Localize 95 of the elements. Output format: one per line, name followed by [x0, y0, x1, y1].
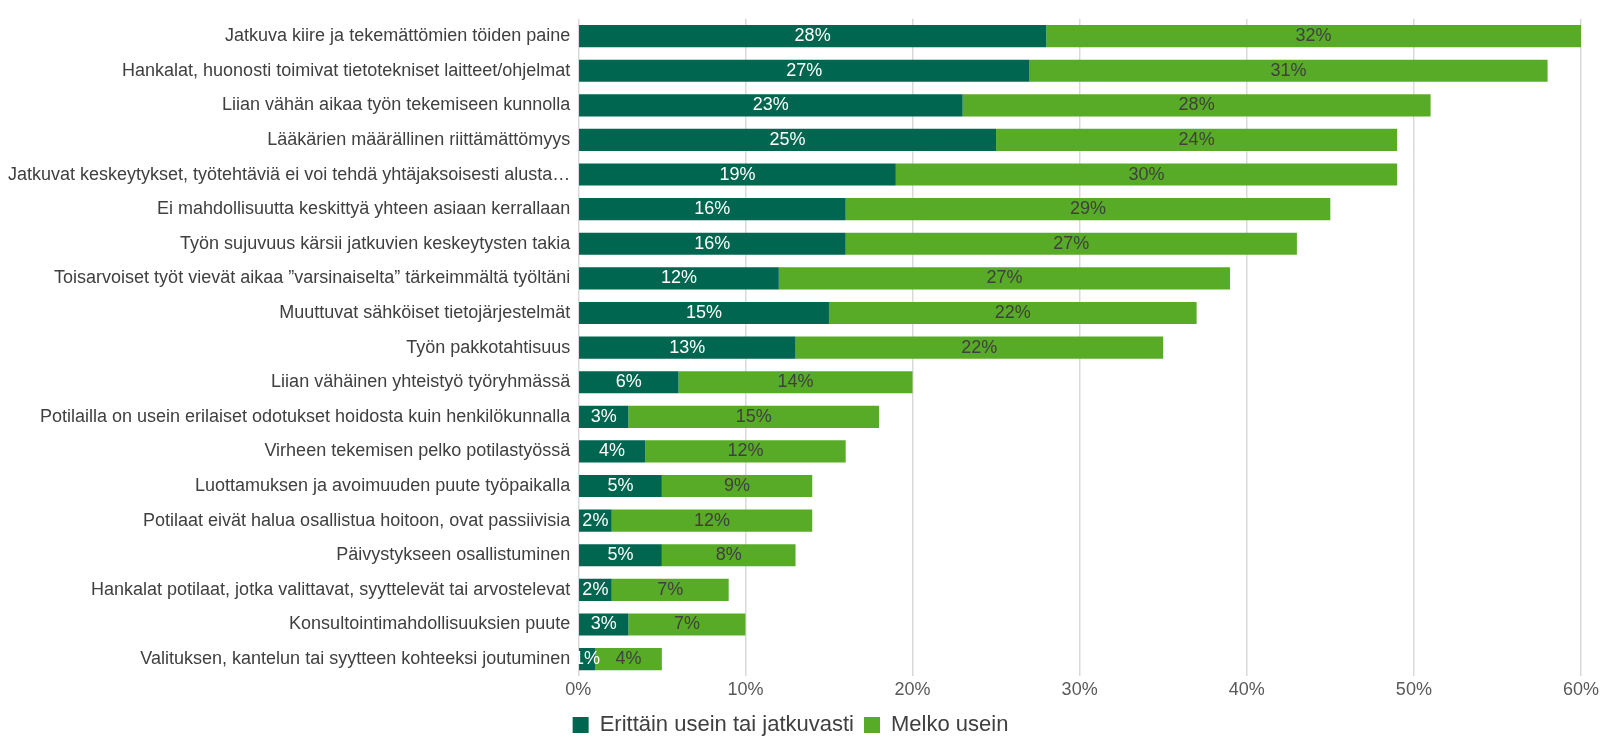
bar [611, 578, 729, 601]
y-tick-label: Jatkuvat keskeytykset, työtehtäviä ei voi tehdä yhtäjaksoisesti alusta… [8, 163, 571, 184]
bar [579, 336, 796, 359]
data-label: 12% [693, 509, 730, 530]
data-label: 22% [961, 336, 998, 357]
data-label: 9% [724, 475, 751, 496]
data-label: 8% [715, 544, 742, 565]
bar [579, 232, 846, 255]
bar [778, 267, 1231, 290]
bar [579, 198, 846, 221]
data-label: 27% [986, 267, 1023, 288]
y-tick-label: Hankalat potilaat, jotka valittavat, syyttelevät tai arvostelevat [91, 578, 571, 599]
y-tick-label: Potilaat eivät halua osallistua hoitoon, ovat passiivisia [143, 509, 572, 530]
bar [661, 544, 796, 567]
data-label: 32% [1295, 25, 1332, 46]
bar [1029, 59, 1548, 82]
data-label: 15% [735, 405, 772, 426]
x-tick-label: 10% [727, 679, 764, 700]
y-tick-label: Hankalat, huonosti toimivat tietotekniset laitteet/ohjelmat [122, 59, 571, 80]
data-label: 5% [607, 544, 634, 565]
data-label: 15% [685, 301, 723, 322]
bar [628, 613, 746, 636]
bar [611, 509, 813, 532]
data-label: 28% [794, 25, 831, 46]
data-label: 12% [727, 440, 764, 461]
bar [845, 232, 1297, 255]
x-tick-label: 60% [1562, 679, 1600, 700]
y-tick-label: Muuttuvat sähköiset tietojärjestelmät [279, 301, 571, 322]
y-tick-label: Liian vähäinen yhteistyö työryhmässä [271, 371, 572, 392]
data-label: 29% [1069, 198, 1107, 219]
y-tick-label: Valituksen, kantelun tai syytteen kohteeksi joutuminen [140, 648, 571, 669]
data-label: 16% [694, 198, 731, 219]
bar [579, 59, 1030, 82]
bar [579, 25, 1047, 48]
data-label: 4% [599, 440, 626, 461]
y-tick-label: Työn sujuvuus kärsii jatkuvien keskeytysten takia [180, 232, 572, 253]
data-label: 7% [657, 578, 684, 599]
data-label: 12% [660, 267, 697, 288]
data-label: 2% [582, 578, 609, 599]
bar [579, 163, 896, 186]
data-label: 2% [582, 509, 609, 530]
bar [962, 94, 1431, 117]
y-tick-label: Työn pakkotahtisuus [406, 336, 571, 357]
x-tick-label: 40% [1228, 679, 1265, 700]
bar [645, 440, 846, 463]
y-tick-label: Päivystykseen osallistuminen [336, 544, 571, 565]
bar [579, 267, 779, 290]
bar [579, 128, 997, 152]
y-tick-label: Luottamuksen ja avoimuuden puute työpaikalla [195, 475, 572, 496]
data-label: 27% [786, 59, 823, 80]
bar [579, 440, 646, 463]
y-tick-label: Liian vähän aikaa työn tekemiseen kunnolla [222, 94, 572, 115]
data-label: 3% [590, 405, 617, 426]
data-label: 5% [607, 475, 634, 496]
data-label: 31% [1270, 59, 1307, 80]
data-label: 13% [669, 336, 706, 357]
data-label: 4% [615, 648, 642, 669]
data-label: 23% [752, 94, 789, 115]
y-tick-label: Toisarvoiset työt vievät aikaa ”varsinaiselta” tärkeimmältä työltäni [54, 267, 571, 288]
x-tick-label: 50% [1395, 679, 1432, 700]
y-tick-label: Ei mahdollisuutta keskittyä yhteen asiaan kerrallaan [157, 198, 571, 219]
y-tick-label: Potilailla on usein erilaiset odotukset hoidosta kuin henkilökunnalla [39, 405, 572, 426]
data-label: 25% [769, 128, 806, 149]
data-label: 14% [777, 371, 814, 392]
data-label: 30% [1128, 163, 1165, 184]
y-tick-label: Jatkuva kiire ja tekemättömien töiden paine [225, 25, 571, 46]
bar [828, 301, 1197, 325]
bar [795, 336, 1164, 359]
data-label: 19% [719, 163, 756, 184]
x-tick-label: 20% [894, 679, 931, 700]
y-tick-label: Lääkärien määrällinen riittämättömyys [267, 128, 571, 149]
data-label: 28% [1178, 94, 1215, 115]
data-label: 24% [1178, 128, 1215, 149]
x-tick-label: 0% [565, 679, 592, 700]
data-label: 6% [615, 371, 642, 392]
bar [579, 94, 963, 117]
y-tick-label: Virheen tekemisen pelko potilastyössä [264, 440, 572, 461]
legend-label: Erittäin usein tai jatkuvasti [599, 711, 854, 737]
bar [845, 198, 1331, 221]
y-tick-label: Konsultointimahdollisuuksien puute [289, 613, 571, 634]
bar [996, 128, 1398, 152]
data-label: 27% [1053, 232, 1090, 253]
bar [1046, 25, 1581, 48]
bar [628, 405, 880, 428]
data-label: 3% [590, 613, 617, 634]
bar [661, 474, 813, 498]
legend-label: Melko usein [890, 711, 1009, 737]
bar [579, 371, 679, 394]
bar [579, 301, 829, 325]
bar [895, 163, 1398, 186]
data-label: 22% [994, 301, 1031, 322]
x-tick-label: 30% [1061, 679, 1098, 700]
bar [678, 371, 913, 394]
data-label: 16% [694, 232, 731, 253]
data-label: 7% [673, 613, 700, 634]
